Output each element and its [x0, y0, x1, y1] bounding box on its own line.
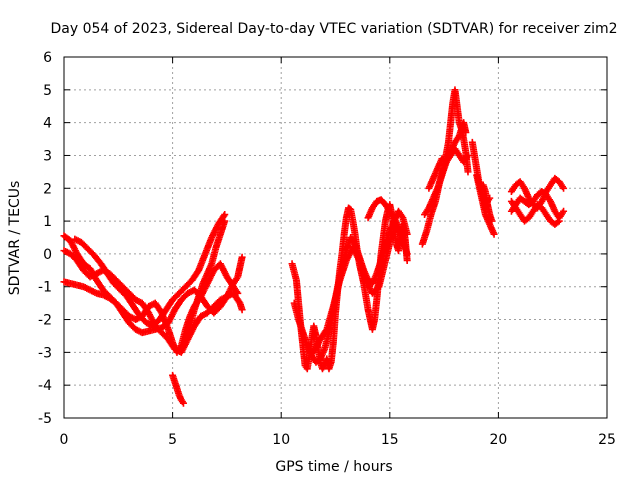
x-tick-label: 10: [272, 432, 290, 448]
plot-frame: [63, 56, 608, 419]
tick-group: 0 5 10 15 20 25 -5 -4 -3 -2 -1 0 1 2 3 4 5 6: [38, 50, 616, 448]
x-tick-label: 25: [598, 432, 616, 448]
y-axis-title: SDTVAR / TECUs: [7, 181, 23, 296]
data-point-s9: [322, 327, 330, 335]
y-tick-label: 5: [43, 83, 52, 99]
data-point-s7: [403, 256, 411, 264]
x-tick-label: 5: [168, 432, 177, 448]
y-tick-label: 0: [43, 247, 52, 263]
x-tick-label: 15: [381, 432, 399, 448]
x-tick-label: 0: [60, 432, 69, 448]
y-tick-label: -5: [38, 411, 52, 427]
y-tick-label: 1: [43, 214, 52, 230]
data-point-s11: [464, 168, 472, 176]
data-point-s2: [221, 211, 229, 219]
data-point-s18: [560, 207, 568, 215]
y-tick-label: 4: [43, 116, 52, 132]
data-points: [60, 86, 568, 407]
grid: [64, 57, 607, 418]
y-tick-label: 3: [43, 148, 52, 164]
data-point-s17: [560, 184, 568, 192]
y-tick-label: 6: [43, 50, 52, 66]
x-tick-label: 20: [489, 432, 507, 448]
y-tick-label: 2: [43, 181, 52, 197]
y-tick-label: -1: [38, 280, 52, 296]
data-point-s3: [238, 306, 246, 314]
data-point-s5: [179, 399, 187, 407]
chart-title: Day 054 of 2023, Sidereal Day-to-day VTE…: [51, 21, 618, 37]
data-point-s12: [462, 128, 470, 136]
data-point-s19: [554, 218, 562, 226]
data-point-s10: [403, 250, 411, 258]
y-tick-label: -2: [38, 313, 52, 329]
plot-border: [63, 56, 608, 419]
data-point-s2: [220, 212, 228, 220]
data-point-s13: [464, 151, 472, 159]
y-tick-label: -4: [38, 378, 52, 394]
data-point-s19: [555, 217, 563, 225]
data-point-s4: [238, 253, 246, 261]
data-point-s16: [488, 217, 496, 225]
data-point-s15: [490, 230, 498, 238]
y-tick-label: -3: [38, 345, 52, 361]
data-point-s6: [221, 217, 229, 225]
x-axis-title: GPS time / hours: [275, 459, 392, 475]
